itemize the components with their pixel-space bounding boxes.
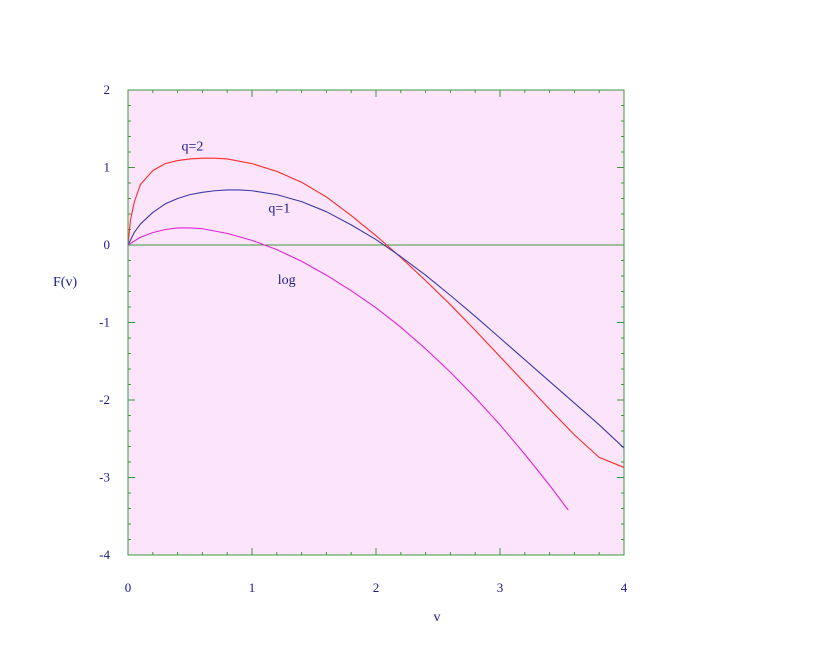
plot-area xyxy=(128,90,624,555)
y-tick-label: -1 xyxy=(99,315,110,330)
series-line-2 xyxy=(127,189,625,449)
x-tick-label: 2 xyxy=(373,580,380,595)
plot-frame xyxy=(127,89,625,556)
y-tick-label: 1 xyxy=(104,160,111,175)
x-tick-label: 4 xyxy=(621,580,628,595)
series-group xyxy=(127,157,625,511)
x-tick-label: 3 xyxy=(497,580,504,595)
curve-label: q=1 xyxy=(268,202,290,217)
series-line-3 xyxy=(127,227,569,511)
y-tick-label: -4 xyxy=(99,547,110,562)
y-axis-label: F(v) xyxy=(53,275,77,290)
x-tick-label: 1 xyxy=(249,580,256,595)
x-axis-label: v xyxy=(434,610,441,625)
y-tick-label: 2 xyxy=(104,82,111,97)
y-tick-label: 0 xyxy=(104,237,111,252)
y-tick-labels: 2 1 0 -1 -2 -3 -4 xyxy=(99,82,110,562)
curve-labels: q=2 q=1 log xyxy=(182,140,296,288)
y-tick-label: -2 xyxy=(99,392,110,407)
x-tick-labels: 0 1 2 3 4 xyxy=(125,580,628,595)
curve-label: log xyxy=(278,273,296,288)
y-tick-label: -3 xyxy=(99,470,110,485)
curve-label: q=2 xyxy=(182,140,204,155)
series-line-1 xyxy=(127,157,625,468)
x-tick-label: 0 xyxy=(125,580,132,595)
